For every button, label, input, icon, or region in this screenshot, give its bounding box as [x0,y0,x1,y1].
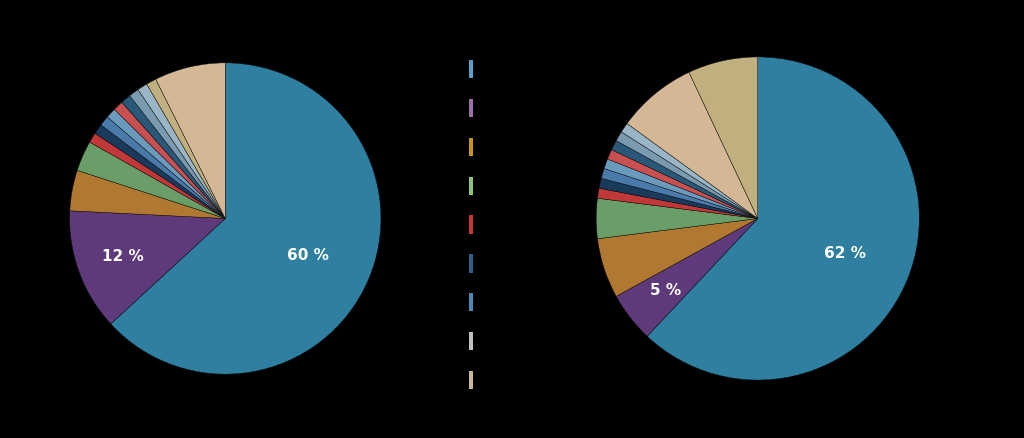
Text: 60 %: 60 % [287,248,329,263]
Bar [469,138,473,156]
Wedge shape [616,133,758,219]
Text: 62 %: 62 % [824,246,866,261]
Wedge shape [146,80,225,219]
Text: 4 %: 4 % [545,212,577,226]
Bar [469,332,473,350]
Bar [469,61,473,79]
Wedge shape [90,134,225,219]
Text: 5 %: 5 % [650,283,681,297]
Wedge shape [95,126,225,219]
Wedge shape [607,150,758,219]
Wedge shape [70,171,225,219]
Bar [469,255,473,273]
Text: 6 %: 6 % [558,271,589,286]
Wedge shape [647,58,920,380]
Wedge shape [601,169,758,219]
Wedge shape [111,64,381,374]
Wedge shape [627,73,758,219]
Wedge shape [122,96,225,219]
Bar [469,99,473,118]
Bar [469,177,473,195]
Wedge shape [616,219,758,336]
Wedge shape [597,189,758,219]
Text: 4 %: 4 % [13,176,45,191]
Wedge shape [599,179,758,219]
Text: 3 %: 3 % [3,121,34,136]
Wedge shape [108,110,225,219]
Wedge shape [689,58,758,219]
Text: 8 %: 8 % [618,63,650,78]
Wedge shape [77,143,225,219]
Wedge shape [70,211,225,324]
Bar [469,216,473,234]
Wedge shape [130,90,225,219]
Wedge shape [115,103,225,219]
Text: 12 %: 12 % [102,248,143,264]
Wedge shape [611,141,758,219]
Wedge shape [604,160,758,219]
Bar [469,371,473,389]
Bar [469,293,473,312]
Text: 7 %: 7 % [166,27,198,42]
Wedge shape [156,64,225,219]
Wedge shape [596,199,758,239]
Wedge shape [101,118,225,219]
Wedge shape [622,124,758,219]
Wedge shape [597,219,758,297]
Wedge shape [138,85,225,219]
